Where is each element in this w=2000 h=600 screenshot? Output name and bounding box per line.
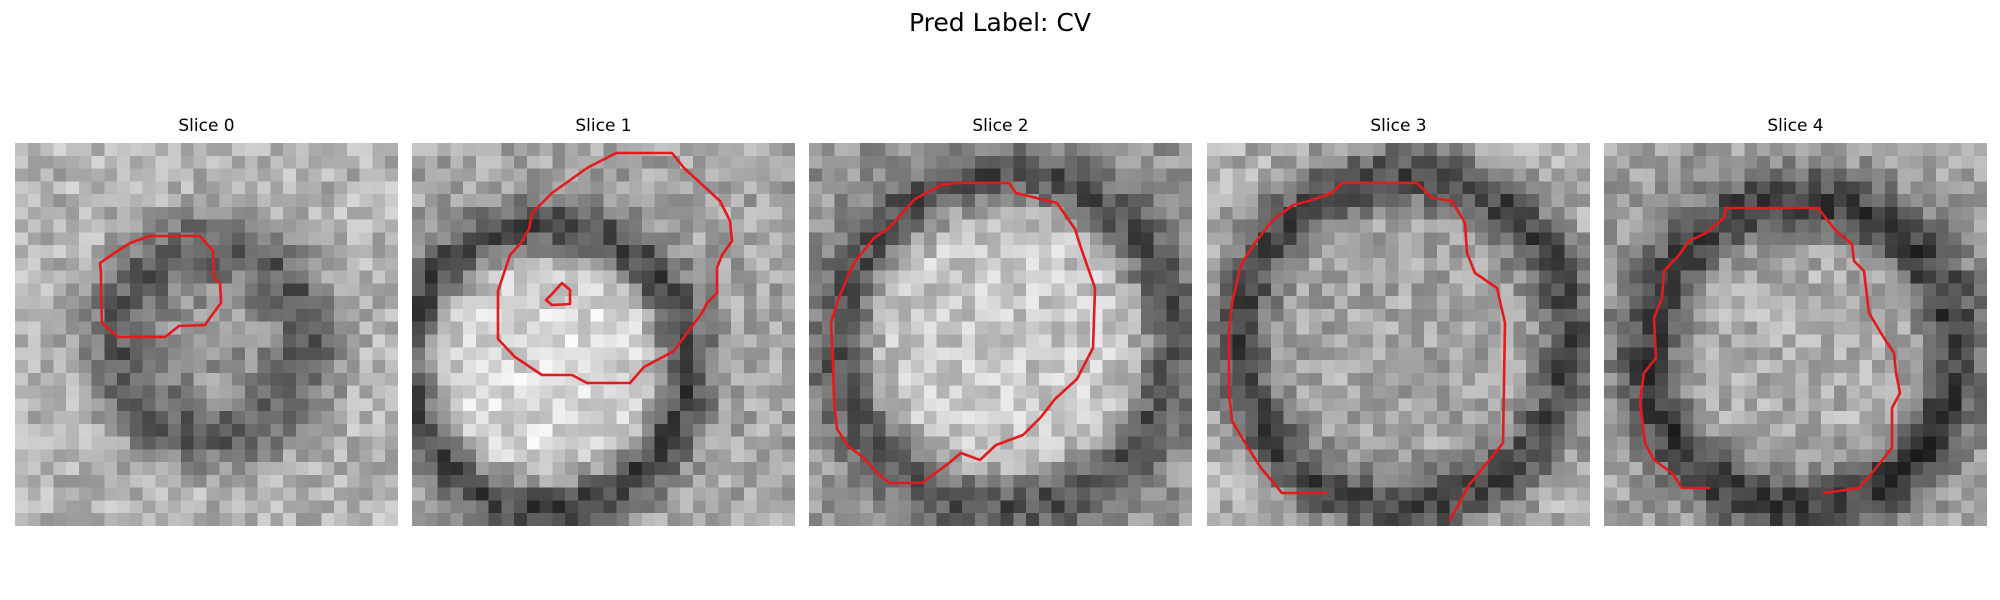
slice-panel-2: Slice 2 [809,115,1192,526]
segmentation-contour-inner [544,281,572,307]
slice-image-2 [809,143,1192,526]
segmentation-contour [1638,206,1902,495]
slice-title: Slice 0 [178,116,235,136]
slice-panel-3: Slice 3 [1207,115,1590,526]
slice-title: Slice 4 [1767,116,1824,136]
grayscale-patch-image [15,143,398,526]
segmentation-contour [1227,181,1507,522]
slice-image-4 [1604,143,1987,526]
segmentation-contour-overlay [98,234,223,339]
slice-image-3 [1207,143,1590,526]
grayscale-patch-image [412,143,795,526]
slice-title: Slice 2 [972,116,1029,136]
slice-title: Slice 1 [575,116,632,136]
segmentation-contour-overlay [1227,181,1507,522]
slice-panel-1: Slice 1 [412,115,795,526]
slice-image-0 [15,143,398,526]
segmentation-contour-overlay [829,181,1097,485]
grayscale-patch-image [809,143,1192,526]
slice-panel-4: Slice 4 [1604,115,1987,526]
segmentation-contour [829,181,1097,485]
segmentation-contour-overlay [496,151,734,385]
slice-image-1 [412,143,795,526]
segmentation-contour [496,151,734,385]
figure-title: Pred Label: CV [909,8,1091,37]
slice-title: Slice 3 [1370,116,1427,136]
grayscale-patch-image [1207,143,1590,526]
segmentation-contour [98,234,223,339]
slice-panel-0: Slice 0 [15,115,398,526]
segmentation-contour-overlay [1638,206,1902,495]
